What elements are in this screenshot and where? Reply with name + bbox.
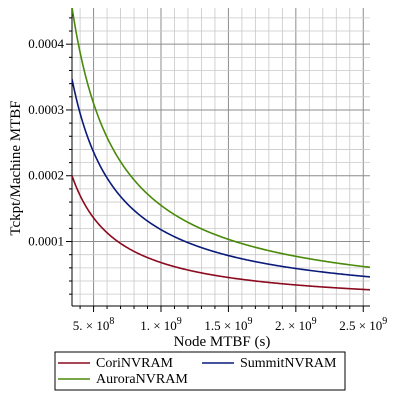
x-tick-label-exponent: 9 [177,316,182,327]
legend: CoriNVRAM SummitNVRAM AuroraNVRAM [54,351,346,391]
grid-lines [72,8,370,306]
x-tick-label: 2. × 109 [275,316,317,333]
series-line-corinvram [72,175,370,291]
x-tick-label: 2.5 × 109 [339,316,387,333]
x-tick-label-exponent: 8 [109,316,114,327]
legend-box [54,351,346,391]
x-axis-ticks: 5. × 108 1. × 109 1.5 × 109 2. × 109 2.5 × 1… [73,306,387,333]
x-axis-title: Node MTBF (s) [174,334,271,350]
series-layer [72,8,370,291]
legend-label-corinvram: CoriNVRAM [96,356,174,371]
y-axis-ticks: 0.0001 0.0002 0.0003 0.0004 [28,17,72,295]
legend-label-summitnvram: SummitNVRAM [240,356,337,371]
y-tick-label: 0.0002 [28,168,64,183]
x-tick-label-exponent: 9 [312,316,317,327]
legend-label-auroranvram: AuroraNVRAM [96,372,188,387]
y-tick-label: 0.0003 [28,102,64,117]
series-line-summitnvram [72,78,370,278]
y-tick-label: 0.0004 [28,36,64,51]
y-axis-title: Tckpt/Machine MTBF [8,100,24,235]
x-tick-label-exponent: 9 [247,316,252,327]
x-tick-label: 5. × 108 [73,316,115,333]
x-tick-label: 1.5 × 109 [204,316,252,333]
x-tick-label-base: 2.5 × 10 [339,318,382,333]
x-tick-label-base: 2. × 10 [275,318,312,333]
y-tick-label: 0.0001 [28,234,64,249]
series-line-auroranvram [72,8,370,269]
x-tick-label-base: 1.5 × 10 [204,318,247,333]
x-tick-label-base: 1. × 10 [140,318,177,333]
x-tick-label-base: 5. × 10 [73,318,110,333]
x-tick-label: 1. × 109 [140,316,182,333]
x-tick-label-exponent: 9 [382,316,387,327]
